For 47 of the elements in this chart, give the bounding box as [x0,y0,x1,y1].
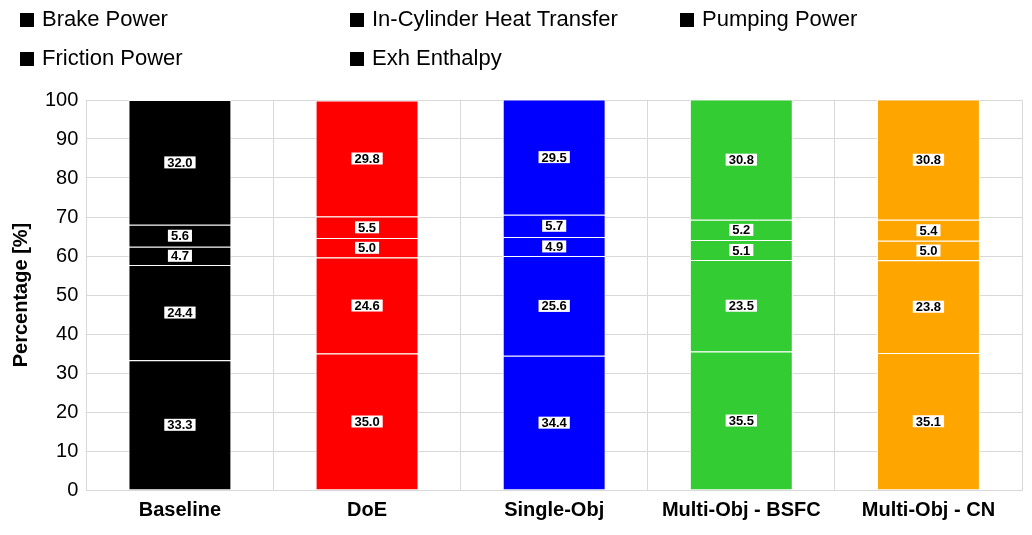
x-tick-label: Baseline [138,497,222,520]
y-axis-title: Percentage [%] [8,222,31,368]
data-label: 34.4 [541,415,568,431]
data-label: 5.5 [358,219,377,235]
legend-label: Pumping Power [701,5,859,33]
y-tick-label: 70 [56,204,79,227]
x-tick-label: Single-Obj [504,497,605,520]
data-label: 23.5 [728,298,754,314]
x-tick-label: Multi-Obj - BSFC [661,497,821,520]
data-label: 32.0 [167,154,193,170]
data-label: 35.0 [354,414,380,430]
data-label: 30.8 [728,152,754,168]
y-tick-label: 0 [67,477,79,500]
data-label: 24.4 [167,305,194,321]
data-label: 23.8 [915,299,942,315]
data-label: 4.7 [170,248,189,264]
y-tick-label: 10 [56,438,79,461]
y-tick-label: 100 [44,87,79,110]
x-tick-label: Multi-Obj - CN [861,497,996,520]
data-label: 29.5 [541,149,567,165]
data-label: 33.3 [167,417,193,433]
y-tick-label: 80 [56,165,79,188]
data-label: 5.6 [170,228,189,244]
data-label: 5.7 [545,218,564,234]
y-tick-label: 50 [56,282,79,305]
y-tick-label: 90 [56,126,79,149]
legend-label: Friction Power [41,44,184,72]
y-tick-label: 20 [56,399,79,422]
data-label: 24.6 [354,298,380,314]
y-tick-label: 30 [56,360,79,383]
data-label: 5.0 [919,243,938,259]
data-label: 4.9 [545,239,564,255]
data-label: 5.2 [732,222,751,238]
data-label: 5.0 [358,240,377,256]
y-tick-label: 60 [56,243,79,266]
legend-label: Brake Power [41,5,169,33]
data-label: 35.5 [728,413,754,429]
data-label: 5.4 [919,222,939,238]
data-label: 35.1 [915,413,942,429]
data-label: 29.8 [354,151,380,167]
data-label: 30.8 [915,152,942,168]
data-label: 5.1 [732,242,751,258]
data-label: 25.6 [541,298,567,314]
x-tick-label: DoE [347,497,388,520]
legend-label: In-Cylinder Heat Transfer [371,5,619,33]
y-tick-label: 40 [56,321,79,344]
legend-label: Exh Enthalpy [371,44,503,72]
